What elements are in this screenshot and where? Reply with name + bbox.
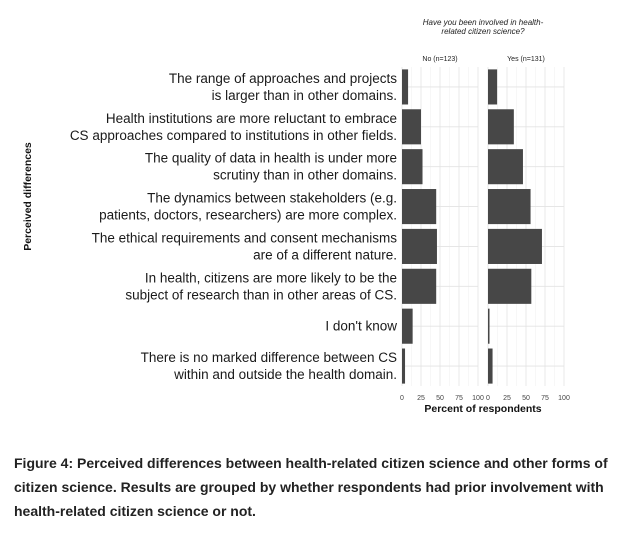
- panel-no: No (n=123) 0 25 50 75 100: [400, 56, 484, 402]
- bar: [402, 69, 409, 105]
- figure-caption: Figure 4: Perceived differences between …: [14, 455, 608, 519]
- category-label: In health, citizens are more likely to b…: [125, 270, 397, 302]
- bar: [488, 149, 523, 185]
- bar: [402, 189, 437, 225]
- panel-yes: Yes (n=131) 0 25 50 75 100: [486, 56, 570, 402]
- category-label: The quality of data in health is under m…: [145, 151, 397, 183]
- x-tick-label: 0: [486, 395, 490, 402]
- bar: [402, 348, 406, 384]
- bar: [488, 109, 514, 145]
- bar: [402, 268, 437, 304]
- bar: [402, 149, 423, 185]
- x-tick-label: 25: [503, 395, 511, 402]
- category-label: The range of approaches and projects is l…: [169, 71, 397, 103]
- x-tick-label: 0: [400, 395, 404, 402]
- bar: [488, 189, 531, 225]
- category-label: There is no marked difference between CS…: [141, 350, 397, 382]
- x-tick-label: 25: [417, 395, 425, 402]
- bar: [402, 109, 421, 145]
- y-axis-title: Perceived differences: [22, 142, 34, 251]
- facet-label: No (n=123): [422, 56, 457, 63]
- bar: [488, 268, 532, 304]
- x-tick-label: 50: [436, 395, 444, 402]
- bar: [402, 308, 413, 344]
- legend-title: Have you been involved in health-related…: [423, 18, 544, 36]
- x-tick-label: 100: [472, 395, 484, 402]
- x-tick-label: 100: [558, 395, 570, 402]
- x-axis-title: Percent of respondents: [424, 403, 541, 415]
- bar: [402, 228, 437, 264]
- category-label: The ethical requirements and consent mec…: [92, 230, 398, 262]
- x-tick-label: 75: [541, 395, 549, 402]
- bar: [488, 69, 498, 105]
- bar: [488, 228, 542, 264]
- x-tick-label: 75: [455, 395, 463, 402]
- category-label: The dynamics between stakeholders (e.g. p…: [99, 191, 397, 223]
- facet-label: Yes (n=131): [507, 56, 545, 63]
- bar: [488, 308, 490, 344]
- chart: Have you been involved in health-related…: [22, 18, 570, 415]
- bar: [488, 348, 493, 384]
- category-label: Health institutions are more reluctant t…: [70, 111, 397, 143]
- x-tick-label: 50: [522, 395, 530, 402]
- category-label: I don't know: [325, 319, 397, 334]
